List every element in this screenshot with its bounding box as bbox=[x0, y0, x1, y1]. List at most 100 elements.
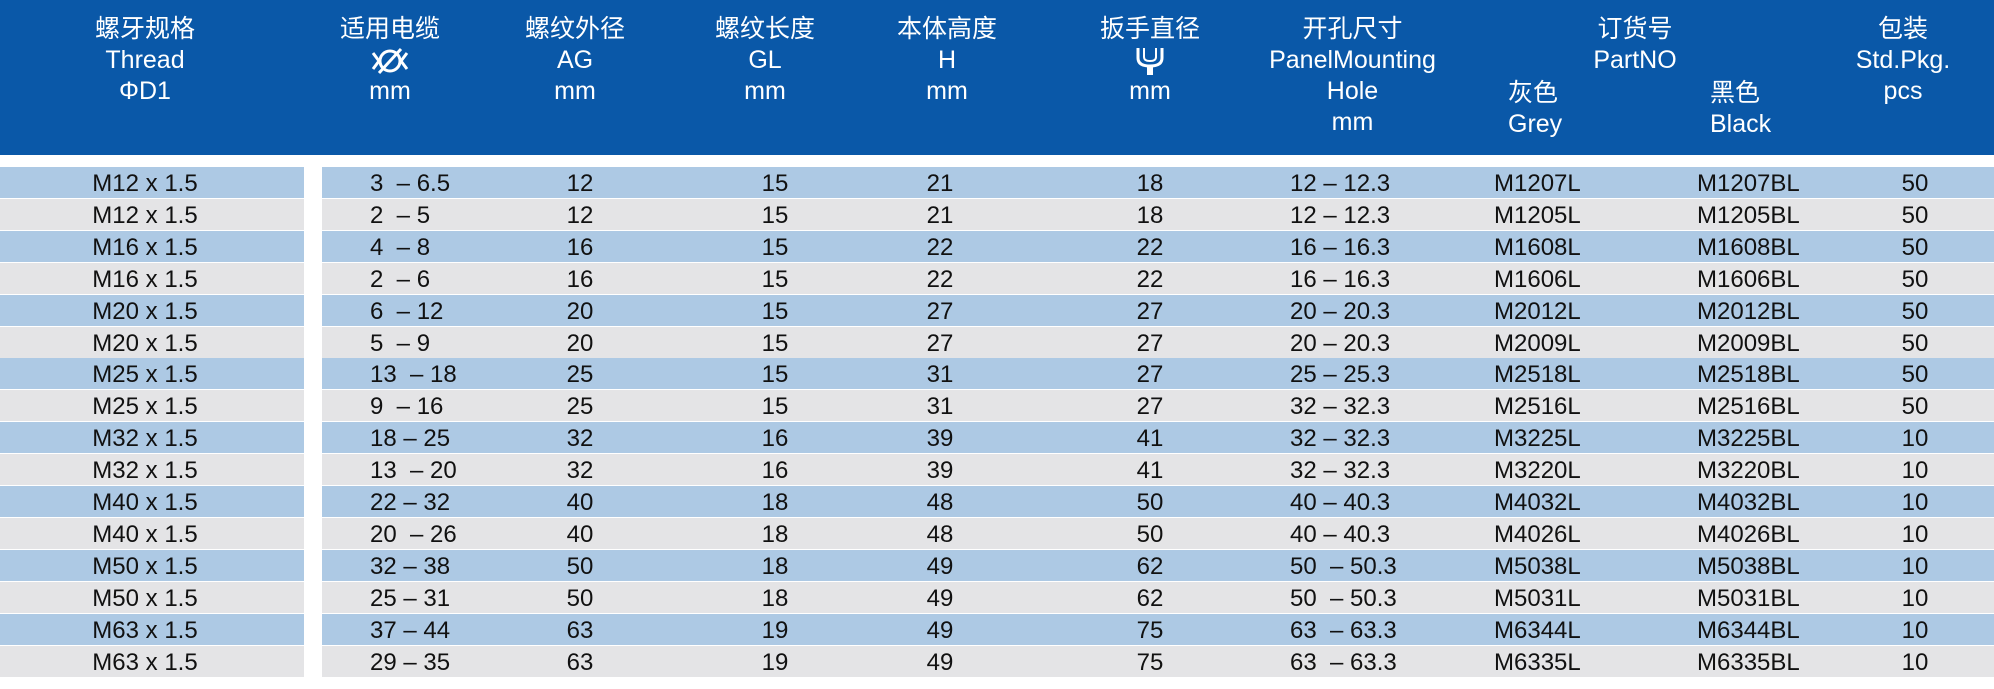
cell-grey-partno: M4026L bbox=[1494, 520, 1581, 548]
cell-pkg: 50 bbox=[1901, 361, 1929, 389]
header-pkg-cn: 包装 bbox=[1877, 15, 1928, 43]
cell-gl: 15 bbox=[761, 361, 789, 389]
header-cable: 适用电缆 mm bbox=[310, 14, 470, 107]
cell-cable: 2 – 5 bbox=[370, 201, 431, 229]
header-partno: 订货号 PartNO bbox=[1555, 14, 1715, 76]
header-thread-en: Thread bbox=[105, 46, 185, 74]
cell-wrench: 41 bbox=[1136, 425, 1164, 453]
table-row: M12 x 1.5 3 – 6.5 12 15 21 18 12 – 12.3 M1207L M… bbox=[0, 167, 1994, 198]
header-ag-en: AG bbox=[556, 46, 594, 74]
cell-wrench: 41 bbox=[1136, 457, 1164, 485]
header-pkg-en: Std.Pkg. bbox=[1855, 46, 1951, 74]
cell-black-partno: M2012BL bbox=[1697, 297, 1800, 325]
table-row: M25 x 1.5 13 – 18 25 15 31 27 25 – 25.3 M2518L M… bbox=[0, 358, 1994, 390]
cell-h: 49 bbox=[926, 648, 954, 676]
cell-wrench: 62 bbox=[1136, 552, 1164, 580]
header-pkg-unit: pcs bbox=[1883, 77, 1923, 105]
cell-thread: M12 x 1.5 bbox=[92, 201, 198, 229]
cell-gl: 16 bbox=[761, 425, 789, 453]
cell-gl: 15 bbox=[761, 393, 789, 421]
cell-grey-partno: M4032L bbox=[1494, 489, 1581, 516]
cell-hole: 20 – 20.3 bbox=[1290, 329, 1391, 357]
cell-grey-partno: M2012L bbox=[1494, 297, 1581, 325]
cell-gl: 18 bbox=[761, 489, 789, 516]
header-black-en: Black bbox=[1710, 110, 1772, 138]
cell-gl: 15 bbox=[761, 201, 789, 229]
cell-cable: 13 – 18 bbox=[370, 361, 457, 389]
table-row: M20 x 1.5 6 – 12 20 15 27 27 20 – 20.3 M2012L M2… bbox=[0, 294, 1994, 326]
cell-grey-partno: M1207L bbox=[1494, 170, 1581, 197]
cell-black-partno: M3220BL bbox=[1697, 457, 1800, 485]
cell-black-partno: M5038BL bbox=[1697, 552, 1800, 580]
table-header: 螺牙规格 Thread ΦD1 适用电缆 mm 螺纹外径 AG mm 螺纹长度 … bbox=[0, 0, 1994, 155]
cell-h: 31 bbox=[926, 361, 954, 389]
cell-hole: 40 – 40.3 bbox=[1290, 489, 1391, 516]
header-thread-unit: ΦD1 bbox=[119, 77, 171, 105]
cell-gl: 18 bbox=[761, 584, 789, 612]
cell-black-partno: M2516BL bbox=[1697, 393, 1800, 421]
cell-cable: 3 – 6.5 bbox=[370, 170, 451, 197]
cell-thread: M16 x 1.5 bbox=[92, 233, 198, 261]
header-partno-en: PartNO bbox=[1593, 46, 1677, 74]
cell-grey-partno: M2009L bbox=[1494, 329, 1581, 357]
cell-pkg: 10 bbox=[1901, 552, 1929, 580]
cell-pkg: 50 bbox=[1901, 329, 1929, 357]
cell-black-partno: M4026BL bbox=[1697, 520, 1800, 548]
cell-pkg: 10 bbox=[1901, 457, 1929, 485]
cell-cable: 32 – 38 bbox=[370, 552, 451, 580]
cell-h: 22 bbox=[926, 233, 954, 261]
cell-wrench: 75 bbox=[1136, 648, 1164, 676]
cell-cable: 29 – 35 bbox=[370, 648, 451, 676]
cell-hole: 16 – 16.3 bbox=[1290, 233, 1391, 261]
header-grey: 灰色 Grey bbox=[1508, 78, 1562, 140]
cell-hole: 40 – 40.3 bbox=[1290, 520, 1391, 548]
cell-pkg: 10 bbox=[1901, 425, 1929, 453]
cell-gl: 19 bbox=[761, 616, 789, 644]
cell-thread: M25 x 1.5 bbox=[92, 393, 198, 421]
cell-ag: 25 bbox=[566, 393, 594, 421]
header-gl-en: GL bbox=[748, 46, 782, 74]
cell-h: 22 bbox=[926, 265, 954, 293]
header-h-unit: mm bbox=[926, 77, 968, 105]
cell-cable: 6 – 12 bbox=[370, 297, 444, 325]
cell-grey-partno: M5031L bbox=[1494, 584, 1581, 612]
cell-hole: 20 – 20.3 bbox=[1290, 297, 1391, 325]
cell-wrench: 18 bbox=[1136, 170, 1164, 197]
cell-h: 48 bbox=[926, 489, 954, 516]
cell-h: 39 bbox=[926, 425, 954, 453]
cell-grey-partno: M3220L bbox=[1494, 457, 1581, 485]
cell-ag: 50 bbox=[566, 552, 594, 580]
header-wrench: 扳手直径 mm bbox=[1065, 14, 1235, 107]
header-hole-cn: 开孔尺寸 bbox=[1302, 15, 1403, 43]
table-row: M16 x 1.5 2 – 6 16 15 22 22 16 – 16.3 M1606L M16… bbox=[0, 262, 1994, 294]
cell-thread: M16 x 1.5 bbox=[92, 265, 198, 293]
cell-hole: 50 – 50.3 bbox=[1290, 584, 1397, 612]
cell-black-partno: M1207BL bbox=[1697, 170, 1800, 197]
header-ag-unit: mm bbox=[554, 77, 596, 105]
cell-grey-partno: M1608L bbox=[1494, 233, 1581, 261]
cell-ag: 16 bbox=[566, 265, 594, 293]
cell-grey-partno: M6344L bbox=[1494, 616, 1581, 644]
header-hole-unit: mm bbox=[1331, 108, 1374, 136]
cell-ag: 63 bbox=[566, 616, 594, 644]
table-row: M32 x 1.5 18 – 25 32 16 39 41 32 – 32.3 M3225L M… bbox=[0, 422, 1994, 454]
cell-ag: 40 bbox=[566, 520, 594, 548]
cell-grey-partno: M3225L bbox=[1494, 425, 1581, 453]
cell-ag: 32 bbox=[566, 457, 594, 485]
header-black: 黑色 Black bbox=[1710, 78, 1771, 140]
cell-grey-partno: M6335L bbox=[1494, 648, 1581, 676]
header-thread: 螺牙规格 Thread ΦD1 bbox=[45, 14, 245, 107]
table-row: M25 x 1.5 9 – 16 25 15 31 27 32 – 32.3 M2516L M2… bbox=[0, 390, 1994, 422]
header-h-en: H bbox=[937, 46, 957, 74]
cell-pkg: 10 bbox=[1901, 616, 1929, 644]
cell-thread: M20 x 1.5 bbox=[92, 297, 198, 325]
cell-thread: M25 x 1.5 bbox=[92, 361, 198, 389]
cell-gl: 19 bbox=[761, 648, 789, 676]
header-grey-cn: 灰色 bbox=[1508, 79, 1559, 107]
cell-black-partno: M5031BL bbox=[1697, 584, 1800, 612]
cell-hole: 32 – 32.3 bbox=[1290, 393, 1391, 421]
header-hole-en: PanelMounting bbox=[1269, 46, 1436, 74]
cell-wrench: 75 bbox=[1136, 616, 1164, 644]
header-h-cn: 本体高度 bbox=[896, 15, 997, 43]
cell-cable: 37 – 44 bbox=[370, 616, 451, 644]
